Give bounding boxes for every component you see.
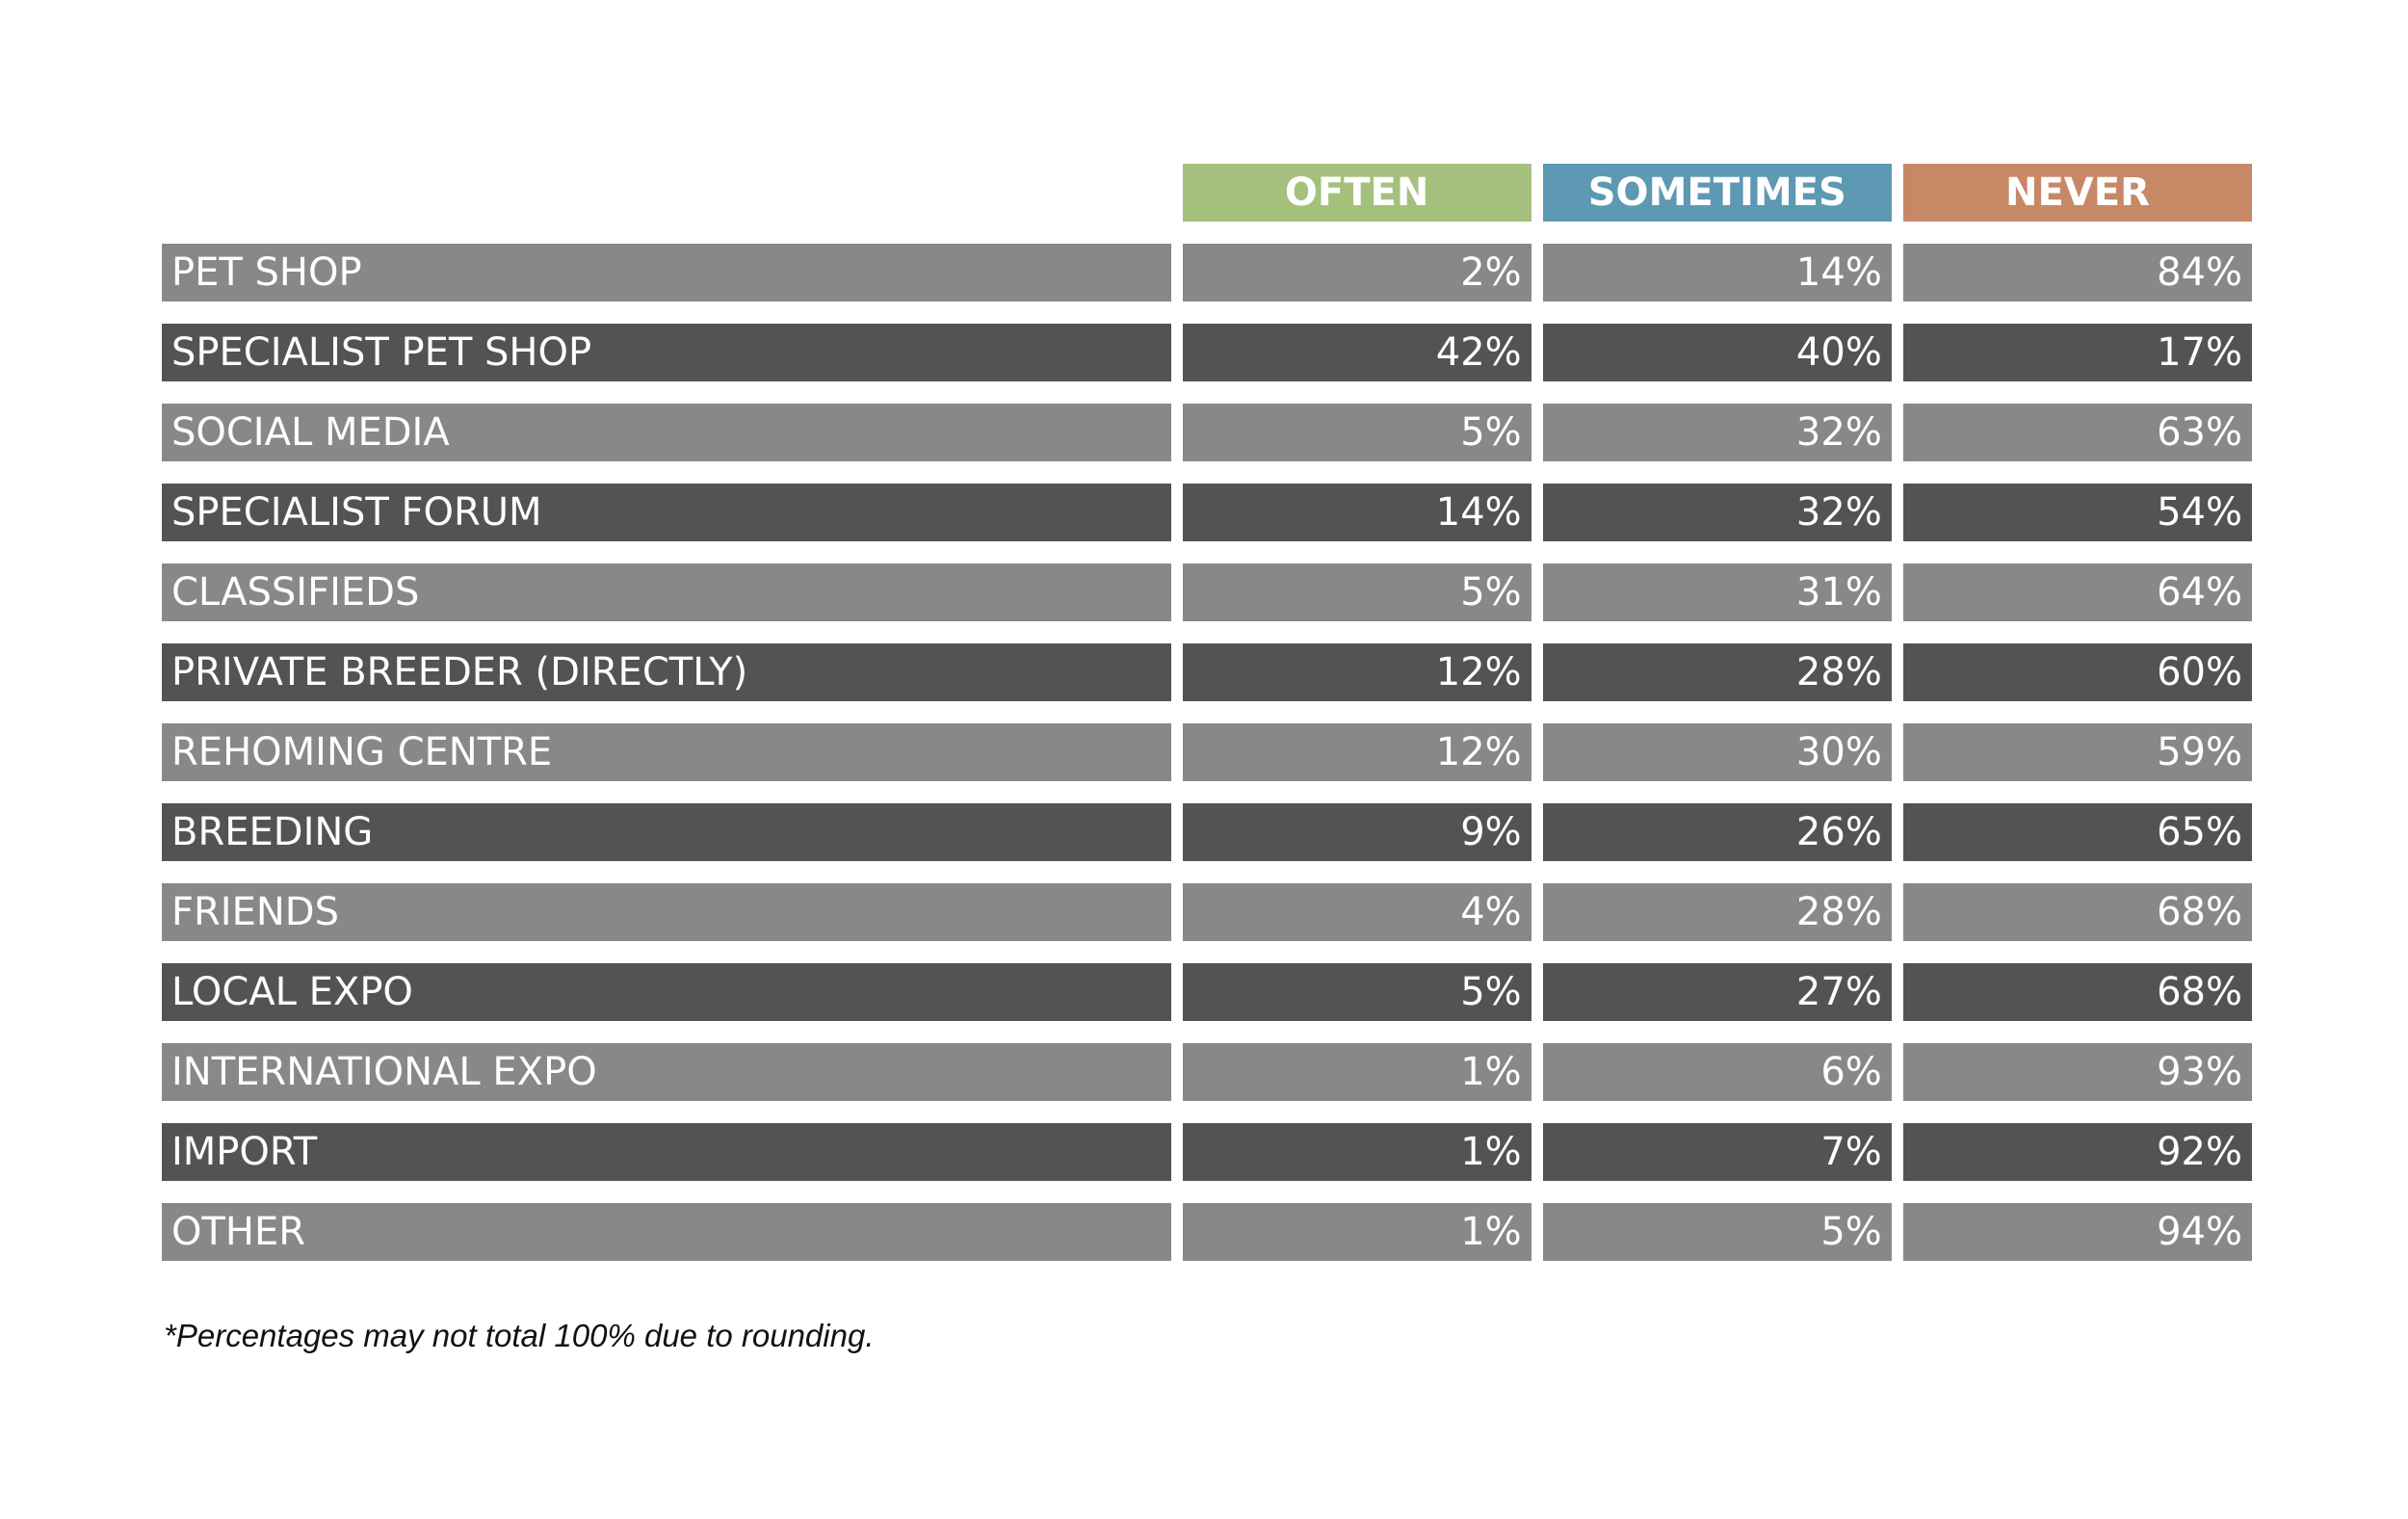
header-row: OFTEN SOMETIMES NEVER <box>162 164 2253 222</box>
header-sometimes: SOMETIMES <box>1542 164 1892 222</box>
cell-often: 14% <box>1182 484 1531 541</box>
cell-often: 5% <box>1182 563 1531 621</box>
cell-never: 54% <box>1902 484 2252 541</box>
row-label: BREEDING <box>162 803 1171 861</box>
table-row: PRIVATE BREEDER (DIRECTLY) 12% 28% 60% <box>162 643 2252 701</box>
table-row: FRIENDS 4% 28% 68% <box>162 883 2252 941</box>
cell-never: 84% <box>1902 244 2252 301</box>
row-label: LOCAL EXPO <box>162 963 1171 1021</box>
row-label: IMPORT <box>162 1123 1171 1181</box>
cell-never: 59% <box>1902 723 2252 781</box>
table-row: SPECIALIST PET SHOP 42% 40% 17% <box>162 324 2252 381</box>
cell-often: 1% <box>1182 1203 1531 1261</box>
cell-never: 60% <box>1902 643 2252 701</box>
row-label: SPECIALIST FORUM <box>162 484 1171 541</box>
cell-sometimes: 40% <box>1542 324 1892 381</box>
cell-sometimes: 32% <box>1542 404 1892 461</box>
cell-never: 65% <box>1902 803 2252 861</box>
cell-never: 94% <box>1902 1203 2252 1261</box>
cell-sometimes: 30% <box>1542 723 1892 781</box>
header-often: OFTEN <box>1182 164 1531 222</box>
cell-never: 68% <box>1902 963 2252 1021</box>
table-row: LOCAL EXPO 5% 27% 68% <box>162 963 2252 1021</box>
row-label: REHOMING CENTRE <box>162 723 1171 781</box>
cell-often: 12% <box>1182 723 1531 781</box>
row-label: CLASSIFIEDS <box>162 563 1171 621</box>
table-row: BREEDING 9% 26% 65% <box>162 803 2252 861</box>
footnote: *Percentages may not total 100% due to r… <box>164 1318 875 1353</box>
cell-sometimes: 28% <box>1542 883 1892 941</box>
header-spacer <box>162 164 1171 222</box>
cell-sometimes: 7% <box>1542 1123 1892 1181</box>
table-row: INTERNATIONAL EXPO 1% 6% 93% <box>162 1043 2252 1101</box>
cell-never: 92% <box>1902 1123 2252 1181</box>
table-row: REHOMING CENTRE 12% 30% 59% <box>162 723 2252 781</box>
cell-often: 1% <box>1182 1123 1531 1181</box>
table-row: SPECIALIST FORUM 14% 32% 54% <box>162 484 2252 541</box>
row-label: SPECIALIST PET SHOP <box>162 324 1171 381</box>
table-row: CLASSIFIEDS 5% 31% 64% <box>162 563 2252 621</box>
header-never: NEVER <box>1902 164 2253 222</box>
row-label: FRIENDS <box>162 883 1171 941</box>
table-row: IMPORT 1% 7% 92% <box>162 1123 2252 1181</box>
cell-often: 1% <box>1182 1043 1531 1101</box>
cell-never: 63% <box>1902 404 2252 461</box>
cell-often: 2% <box>1182 244 1531 301</box>
cell-sometimes: 6% <box>1542 1043 1892 1101</box>
table-row: PET SHOP 2% 14% 84% <box>162 244 2252 301</box>
cell-sometimes: 28% <box>1542 643 1892 701</box>
survey-table: OFTEN SOMETIMES NEVER PET SHOP 2% 14% 84% SP… <box>162 164 2253 1283</box>
cell-sometimes: 27% <box>1542 963 1892 1021</box>
cell-never: 64% <box>1902 563 2252 621</box>
cell-often: 12% <box>1182 643 1531 701</box>
row-label: INTERNATIONAL EXPO <box>162 1043 1171 1101</box>
cell-sometimes: 31% <box>1542 563 1892 621</box>
cell-never: 68% <box>1902 883 2252 941</box>
table-body: PET SHOP 2% 14% 84% SPECIALIST PET SHOP 42% 40… <box>162 244 2252 1261</box>
cell-often: 5% <box>1182 404 1531 461</box>
cell-often: 5% <box>1182 963 1531 1021</box>
row-label: SOCIAL MEDIA <box>162 404 1171 461</box>
cell-sometimes: 14% <box>1542 244 1892 301</box>
cell-never: 93% <box>1902 1043 2252 1101</box>
cell-never: 17% <box>1902 324 2252 381</box>
cell-sometimes: 32% <box>1542 484 1892 541</box>
cell-often: 42% <box>1182 324 1531 381</box>
cell-often: 4% <box>1182 883 1531 941</box>
table-row: SOCIAL MEDIA 5% 32% 63% <box>162 404 2252 461</box>
row-label: PET SHOP <box>162 244 1171 301</box>
cell-sometimes: 5% <box>1542 1203 1892 1261</box>
cell-sometimes: 26% <box>1542 803 1892 861</box>
cell-often: 9% <box>1182 803 1531 861</box>
row-label: PRIVATE BREEDER (DIRECTLY) <box>162 643 1171 701</box>
table-row: OTHER 1% 5% 94% <box>162 1203 2252 1261</box>
row-label: OTHER <box>162 1203 1171 1261</box>
